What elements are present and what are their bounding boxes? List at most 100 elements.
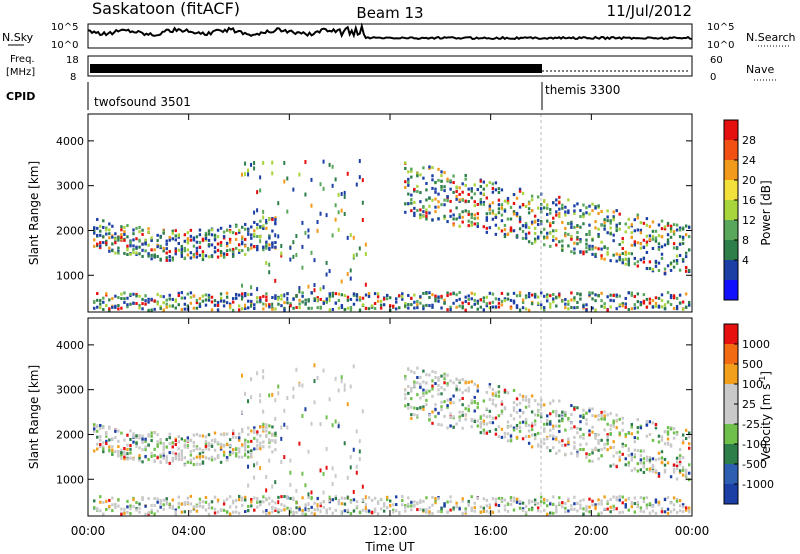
- power-cell: [497, 190, 501, 194]
- velocity-cell: [298, 507, 301, 511]
- power-cell: [144, 238, 147, 242]
- power-cell: [455, 293, 458, 297]
- power-cell: [570, 237, 573, 241]
- velocity-cell: [422, 369, 425, 373]
- power-cell: [657, 268, 661, 272]
- velocity-cell: [479, 510, 482, 514]
- velocity-cell: [552, 410, 555, 414]
- power-cell: [102, 300, 105, 304]
- power-cell: [672, 307, 676, 311]
- velocity-cell: [567, 437, 570, 441]
- power-cell: [482, 202, 486, 206]
- power-cell: [283, 293, 286, 298]
- velocity-cell: [165, 457, 168, 461]
- velocity-cell: [234, 499, 238, 503]
- velocity-cell: [621, 416, 624, 420]
- velocity-cell: [524, 395, 528, 399]
- power-cell: [262, 215, 265, 220]
- velocity-cell: [201, 434, 205, 438]
- power-cell: [93, 226, 96, 230]
- velocity-cell: [343, 387, 346, 392]
- power-cell: [464, 173, 467, 177]
- velocity-cell: [355, 505, 359, 509]
- velocity-cell: [382, 509, 386, 513]
- power-cell: [588, 293, 591, 297]
- velocity-cell: [437, 392, 440, 396]
- velocity-cell: [663, 468, 667, 472]
- velocity-cell: [461, 497, 464, 501]
- velocity-cell: [244, 443, 247, 448]
- power-cell: [482, 192, 486, 196]
- velocity-cell: [404, 506, 407, 510]
- power-cell: [446, 177, 449, 181]
- velocity-cell: [425, 389, 428, 393]
- power-cell: [443, 301, 446, 305]
- power-cell: [446, 294, 449, 298]
- power-cell: [180, 296, 184, 300]
- velocity-cell: [292, 386, 295, 391]
- velocity-cell: [597, 448, 600, 452]
- velocity-cell: [687, 431, 691, 435]
- power-cell: [156, 300, 159, 304]
- velocity-cell: [512, 408, 516, 412]
- velocity-cell: [340, 496, 344, 500]
- power-cell: [93, 244, 96, 248]
- velocity-cell: [283, 455, 286, 460]
- velocity-cell: [467, 386, 470, 390]
- power-cell: [455, 206, 458, 210]
- power-cell: [271, 160, 274, 165]
- power-cell: [518, 294, 522, 298]
- velocity-cell: [675, 511, 679, 515]
- velocity-cell: [645, 423, 649, 427]
- velocity-cell: [473, 382, 476, 386]
- velocity-cell: [256, 430, 259, 434]
- power-cell: [618, 294, 621, 298]
- velocity-cell: [162, 498, 165, 502]
- power-cell: [603, 302, 606, 306]
- velocity-cell: [678, 504, 682, 508]
- power-cell: [416, 306, 419, 310]
- velocity-cell: [138, 456, 141, 460]
- power-cell: [573, 204, 576, 208]
- velocity-cell: [606, 435, 609, 439]
- power-cell: [410, 296, 413, 300]
- velocity-cell: [612, 504, 615, 508]
- velocity-cell: [503, 435, 507, 439]
- velocity-cell: [666, 511, 670, 515]
- velocity-cell: [416, 376, 419, 380]
- velocity-cell: [331, 498, 335, 502]
- velocity-cell: [431, 495, 434, 499]
- velocity-cell: [204, 435, 208, 439]
- velocity-cell: [615, 498, 618, 502]
- power-cell: [603, 221, 606, 225]
- xtick-label: 12:00: [373, 524, 408, 538]
- velocity-cell: [401, 503, 404, 507]
- power-cell: [262, 209, 265, 214]
- power-cell: [207, 243, 211, 247]
- power-cell: [231, 300, 235, 304]
- velocity-cell: [533, 498, 537, 502]
- velocity-cell: [458, 507, 461, 511]
- power-cell: [488, 203, 492, 207]
- velocity-cell: [268, 511, 271, 515]
- velocity-cell: [153, 454, 156, 458]
- power-cell: [171, 297, 174, 301]
- velocity-cell: [379, 507, 383, 511]
- power-cell: [265, 298, 268, 302]
- power-cell: [687, 303, 691, 307]
- velocity-cell: [431, 394, 434, 398]
- xtick-label: 08:00: [272, 524, 307, 538]
- power-cell: [627, 257, 630, 261]
- power-cell: [467, 219, 470, 223]
- velocity-colorbar-tick: 1000: [742, 338, 770, 351]
- velocity-cell: [392, 508, 395, 512]
- power-cell: [678, 235, 682, 239]
- velocity-cell: [657, 440, 661, 444]
- velocity-cell: [585, 509, 588, 513]
- power-cell: [361, 200, 364, 205]
- velocity-colorbar-tick: -1000: [742, 478, 774, 491]
- power-cell: [461, 301, 464, 305]
- power-cell: [168, 304, 171, 308]
- power-cell: [150, 253, 153, 257]
- power-cell: [256, 244, 259, 248]
